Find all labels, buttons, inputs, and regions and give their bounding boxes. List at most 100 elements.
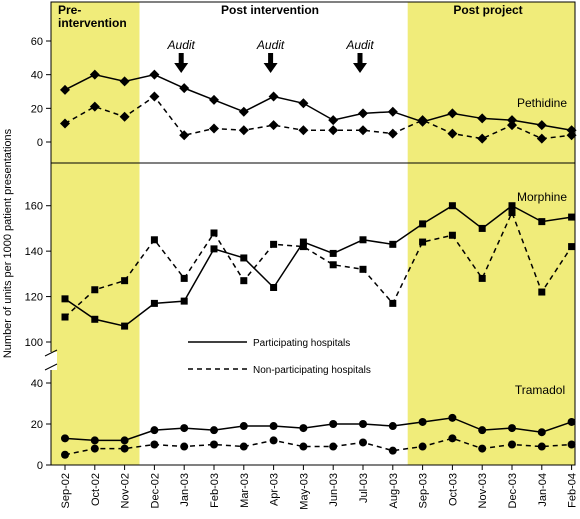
data-point	[150, 299, 158, 307]
data-point	[388, 422, 397, 431]
data-point	[210, 440, 218, 449]
data-point	[329, 442, 338, 451]
y-tick-label: 40	[31, 378, 43, 390]
data-point	[299, 238, 307, 246]
data-point	[387, 106, 398, 117]
data-point	[568, 243, 576, 251]
data-point	[240, 277, 248, 285]
data-point	[91, 286, 99, 294]
data-point	[507, 120, 517, 131]
data-point	[358, 108, 368, 119]
data-point	[120, 436, 129, 445]
data-point	[359, 265, 367, 273]
y-tick-label: 140	[25, 246, 43, 258]
phase-label: Pre-	[58, 3, 81, 17]
data-point	[209, 94, 219, 105]
phase-label: Post intervention	[221, 3, 319, 17]
x-tick-label: Nov-03	[477, 473, 489, 508]
data-point	[329, 420, 338, 428]
data-point	[150, 236, 158, 244]
data-point	[180, 424, 189, 433]
phase-band-2	[407, 2, 575, 465]
data-point	[568, 213, 576, 221]
series-line-tramadol-dashed	[64, 437, 572, 456]
data-point	[448, 413, 457, 422]
data-point	[299, 243, 307, 251]
panel-name-label: Pethidine	[517, 96, 567, 110]
data-point	[447, 108, 458, 119]
data-point	[389, 299, 397, 307]
series-line-pethidine-dashed	[64, 95, 572, 140]
data-point	[149, 91, 160, 102]
data-point	[119, 111, 130, 122]
y-tick-label: 120	[25, 292, 43, 304]
data-point	[387, 128, 398, 139]
data-point	[299, 442, 308, 451]
data-point	[239, 442, 248, 451]
audit-label: Audit	[256, 38, 285, 52]
x-tick-label: Nov-02	[120, 473, 132, 508]
x-tick-label: Sep-02	[60, 473, 72, 508]
y-tick-label: 0	[37, 460, 43, 472]
data-point	[566, 125, 577, 136]
data-point	[567, 417, 576, 426]
data-point	[121, 322, 129, 330]
axes	[44, 1, 576, 470]
phase-label: intervention	[58, 16, 127, 30]
data-point	[478, 444, 487, 453]
data-point	[419, 238, 427, 246]
y-axis-title: Number of units per 1000 patient present…	[2, 128, 14, 358]
data-point	[508, 202, 516, 210]
data-point	[180, 442, 189, 451]
data-point	[567, 440, 576, 449]
data-point	[268, 120, 279, 131]
audit-arrow	[353, 53, 367, 73]
data-point	[210, 245, 218, 253]
data-point	[270, 240, 278, 248]
series-line-pethidine-solid	[64, 73, 572, 131]
data-point	[328, 125, 339, 136]
y-tick-label: 20	[31, 103, 43, 115]
labels-group: 0 20 40 60 100 120 140 160 0 20 40 Sep-02 Oct-02 Nov-…	[2, 3, 579, 510]
x-tick-label: Aug-03	[388, 473, 400, 508]
data-point	[448, 434, 457, 443]
data-point	[238, 106, 249, 117]
panel-name-label: Morphine	[517, 190, 567, 204]
data-point	[60, 84, 70, 95]
x-tick-label: Sep-03	[418, 473, 430, 508]
series-line-morphine-dashed	[64, 210, 573, 318]
data-point	[508, 424, 516, 433]
audit-arrow	[174, 53, 189, 73]
data-point	[537, 428, 546, 437]
data-point	[388, 446, 397, 455]
data-point	[358, 125, 368, 136]
x-tick-label: Dec-03	[507, 473, 519, 508]
series-line-tramadol-solid	[64, 417, 572, 442]
data-point	[359, 236, 367, 244]
y-tick-label: 160	[25, 201, 43, 213]
data-point	[90, 436, 99, 445]
data-point	[536, 133, 547, 144]
data-point	[329, 261, 337, 269]
legend-label: Participating hospitals	[253, 338, 350, 349]
x-tick-label: Jan-04	[537, 473, 549, 507]
data-point	[61, 295, 69, 303]
data-point	[61, 434, 69, 443]
data-point	[477, 113, 488, 124]
panel-name-label: Tramadol	[515, 383, 565, 397]
data-point	[180, 274, 188, 282]
audit-label: Audit	[345, 38, 374, 52]
data-point	[359, 438, 367, 447]
x-tick-label: Dec-02	[149, 473, 161, 508]
x-tick-label: May-03	[298, 473, 310, 510]
data-point	[536, 120, 547, 131]
data-point	[447, 128, 458, 139]
data-point	[210, 229, 218, 237]
data-point	[328, 115, 339, 126]
data-point	[269, 436, 278, 445]
data-point	[179, 83, 190, 94]
data-point	[119, 76, 130, 87]
data-point	[180, 297, 188, 305]
audit-label: Audit	[167, 38, 196, 52]
x-tick-label: Feb-03	[209, 473, 221, 508]
